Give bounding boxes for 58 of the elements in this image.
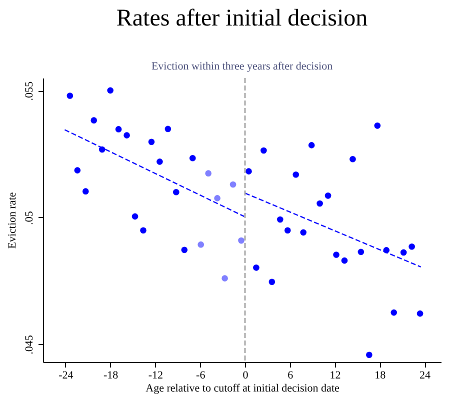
- point: [333, 252, 340, 258]
- point: [181, 246, 188, 254]
- point: [198, 241, 204, 248]
- point: [148, 138, 155, 146]
- point: [107, 87, 114, 94]
- point: [140, 227, 146, 234]
- point: [416, 310, 424, 317]
- point: [400, 249, 407, 256]
- x-tick-label: -6: [196, 370, 206, 382]
- point: [230, 181, 236, 188]
- point: [74, 167, 81, 174]
- point: [324, 192, 332, 199]
- point: [358, 248, 364, 256]
- point: [316, 200, 323, 207]
- point: [205, 170, 212, 176]
- point: [132, 213, 138, 220]
- point: [341, 257, 348, 264]
- point: [115, 126, 122, 132]
- x-axis-title: Age relative to cutoff at initial decision date: [146, 382, 340, 394]
- point: [408, 243, 415, 250]
- y-tick-label: .05: [24, 210, 36, 225]
- x-tick-label: 0: [242, 370, 249, 382]
- point: [124, 132, 130, 138]
- point: [82, 188, 89, 194]
- point: [222, 275, 228, 282]
- y-tick-label: .045: [24, 334, 36, 354]
- point: [276, 216, 284, 223]
- point: [268, 278, 276, 286]
- y-axis-title: Eviction rate: [6, 192, 18, 249]
- point: [66, 92, 74, 99]
- point: [246, 168, 252, 174]
- x-tick-label: 12: [330, 370, 341, 382]
- point: [253, 264, 260, 271]
- point: [90, 117, 98, 124]
- x-tick-label: -18: [103, 370, 119, 382]
- point: [189, 154, 196, 162]
- point: [366, 352, 372, 358]
- x-tick-label: -24: [58, 370, 74, 382]
- point: [260, 147, 267, 154]
- point: [156, 158, 163, 165]
- y-tick-label: .055: [24, 81, 36, 101]
- point: [164, 126, 172, 132]
- point: [374, 122, 381, 129]
- point: [308, 142, 315, 148]
- chart-title: Rates after initial decision: [116, 5, 368, 32]
- point: [214, 195, 220, 202]
- point: [390, 309, 398, 316]
- x-tick-label: -12: [148, 370, 164, 382]
- x-tick-label: 24: [420, 370, 432, 382]
- x-tick-label: 6: [288, 370, 294, 382]
- point: [173, 188, 180, 196]
- point: [238, 237, 244, 244]
- chart-subtitle: Eviction within three years after decision: [151, 60, 334, 72]
- point: [292, 171, 300, 178]
- point: [300, 229, 307, 236]
- x-tick-label: 18: [374, 370, 386, 382]
- point: [284, 227, 291, 234]
- point: [350, 156, 356, 162]
